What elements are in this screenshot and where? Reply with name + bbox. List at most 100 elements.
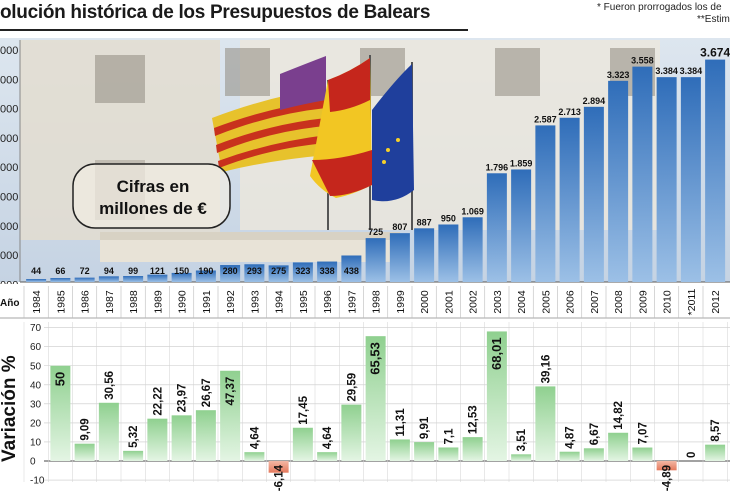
variation-value-2007: 6,67 <box>589 423 601 445</box>
budget-value-2000: 887 <box>417 217 432 227</box>
variation-bar-1994 <box>268 461 289 473</box>
year-label-1989: 1989 <box>152 290 164 314</box>
budget-value-1990: 150 <box>174 266 189 276</box>
budget-value-2010: 3.384 <box>655 66 678 76</box>
budget-value-2008: 3.323 <box>607 70 630 80</box>
variation-bar-1988 <box>123 450 144 461</box>
variation-value-2010: -4,89 <box>662 465 674 491</box>
variation-value-2004: 3,51 <box>516 428 528 451</box>
budget-value-2004: 1.859 <box>510 158 533 168</box>
budget-value-1993: 293 <box>247 266 262 276</box>
year-label-2003: 2003 <box>492 290 504 314</box>
budget-y-tick: 000 <box>0 192 18 204</box>
variation-value-2001: 7,1 <box>443 428 455 445</box>
variation-bar-1995 <box>292 427 313 461</box>
variation-bar-2008 <box>608 432 629 461</box>
year-label-1992: 1992 <box>225 290 237 314</box>
budget-bar-1999 <box>389 233 410 282</box>
variation-value-1999: 11,31 <box>395 408 407 437</box>
variation-value-1987: 30,56 <box>104 371 116 400</box>
budget-value-1988: 99 <box>128 266 138 276</box>
budget-value-2007: 2.894 <box>583 96 606 106</box>
variation-value-1989: 22,22 <box>152 387 164 416</box>
budget-bar-1991 <box>195 270 216 282</box>
year-label-1986: 1986 <box>80 290 92 314</box>
budget-bar-2005 <box>535 125 556 282</box>
units-label-line1: Cifras en <box>117 177 190 196</box>
variation-value-1993: 4,64 <box>249 426 261 449</box>
variation-bar-1992 <box>220 370 241 461</box>
variation-value-1998: 65,53 <box>368 342 383 375</box>
budget-bar-1994 <box>268 265 289 282</box>
title-underline <box>0 29 468 31</box>
variation-value-2002: 12,53 <box>468 405 480 434</box>
year-label-1995: 1995 <box>298 290 310 314</box>
budget-bars <box>26 59 726 283</box>
budget-bar-1985 <box>50 278 71 282</box>
variation-bar-1986 <box>74 443 95 461</box>
year-label-1993: 1993 <box>249 290 261 314</box>
budget-bar-2007 <box>583 106 604 283</box>
variation-bar-2004 <box>511 454 532 461</box>
variation-value-1990: 23,97 <box>177 384 189 413</box>
variation-bar-2002 <box>462 437 483 461</box>
budget-bar-2006 <box>559 117 580 282</box>
budget-value-1991: 190 <box>198 266 213 276</box>
budget-bar-1990 <box>171 272 192 282</box>
year-label-1996: 1996 <box>322 290 334 314</box>
year-label-2010: 2010 <box>662 290 674 314</box>
variation-bar-1991 <box>195 410 216 461</box>
year-axis-labels: 1984 1985 1986 1987 1988 1989 1990 1991 1992 1993… <box>23 286 722 318</box>
budget-y-ticks: 000000000000000000000000000 <box>0 45 18 291</box>
variation-bar-1993 <box>244 452 265 461</box>
budget-bar-1992 <box>220 265 241 282</box>
budget-value-1995: 323 <box>295 266 310 276</box>
year-label-2000: 2000 <box>419 290 431 314</box>
units-label-line2: millones de € <box>99 199 207 218</box>
variation-bars <box>50 331 726 473</box>
budget-value-1985: 66 <box>55 266 65 276</box>
budget-y-tick: 000 <box>0 74 18 86</box>
budget-bar-1986 <box>74 277 95 282</box>
year-label-1987: 1987 <box>104 290 116 314</box>
budget-value-1989: 121 <box>150 266 165 276</box>
year-label-2012: 2012 <box>710 290 722 314</box>
variation-value-1996: 4,64 <box>322 426 334 449</box>
variation-value-1997: 29,59 <box>346 373 358 402</box>
variation-value-1988: 5,32 <box>128 425 140 447</box>
footnote-estimado: **Estim <box>697 14 730 25</box>
budget-bar-2012 <box>705 59 726 283</box>
budget-value-1997: 438 <box>344 266 359 276</box>
year-label-1988: 1988 <box>128 290 140 314</box>
budget-bar-1989 <box>147 274 168 282</box>
variation-value-2005: 39,16 <box>540 355 552 384</box>
year-axis-title: Año <box>0 298 19 309</box>
budget-bar-1988 <box>123 276 144 282</box>
variation-value-1991: 26,67 <box>201 378 213 407</box>
variation-value-labels: 50 9,09 30,56 5,32 22,22 23,97 26,67 47,37 4,64 -… <box>52 337 722 491</box>
variation-value-2003: 68,01 <box>489 337 504 370</box>
variation-value-2000: 9,91 <box>419 416 431 439</box>
flags-illustration <box>212 55 414 230</box>
budget-bar-2002 <box>462 217 483 282</box>
budget-bar-2003 <box>486 173 507 282</box>
budget-value-1996: 338 <box>320 266 335 276</box>
budget-bar-1998 <box>365 238 386 282</box>
variation-y-ticks: 70 60 50 40 30 20 10 0 -10 <box>30 323 45 486</box>
budget-bar-1997 <box>341 255 362 282</box>
budget-value-1998: 725 <box>368 227 383 237</box>
variation-bar-1997 <box>341 404 362 461</box>
variation-y-tick: 70 <box>30 323 42 334</box>
year-label-2004: 2004 <box>516 290 528 314</box>
variation-y-tick: 20 <box>30 418 42 429</box>
variation-value-1994: -6,14 <box>274 464 286 491</box>
budget-bar-2004 <box>511 169 532 282</box>
variation-axis-title: Variación % <box>0 355 20 462</box>
variation-y-tick: 40 <box>30 380 42 391</box>
year-label-1997: 1997 <box>346 290 358 314</box>
year-label-*2011: *2011 <box>686 289 698 316</box>
year-label-1984: 1984 <box>31 290 43 314</box>
year-label-2009: 2009 <box>637 290 649 314</box>
budget-bar-1996 <box>317 261 338 282</box>
